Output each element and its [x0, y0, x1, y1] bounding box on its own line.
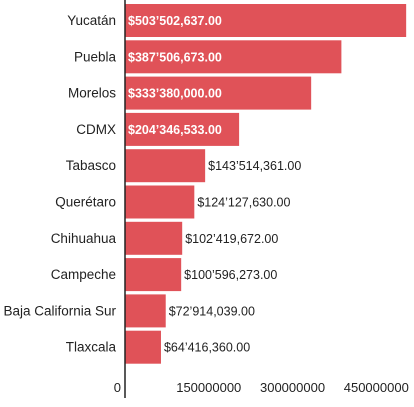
x-tick-label: 450000000	[344, 380, 409, 395]
category-label: Tabasco	[66, 158, 116, 173]
data-label: $64’416,360.00	[164, 341, 250, 355]
data-label: $100’596,273.00	[184, 268, 277, 282]
category-label: Baja California Sur	[3, 303, 116, 318]
category-label: Morelos	[68, 86, 116, 101]
data-label: $503’502,637.00	[128, 14, 222, 28]
bar	[125, 258, 182, 292]
data-label: $72’914,039.00	[169, 304, 255, 318]
category-label: Chihuahua	[51, 231, 117, 246]
bar	[125, 149, 206, 183]
bar	[125, 4, 407, 37]
data-label: $204’346,533.00	[128, 123, 222, 137]
category-label: Yucatán	[67, 13, 116, 28]
bar	[125, 112, 240, 146]
x-tick-label: 300000000	[260, 380, 325, 395]
data-label: $124’127,630.00	[197, 196, 290, 210]
data-label: $333’380,000.00	[128, 87, 222, 101]
category-label: Tlaxcala	[66, 340, 117, 355]
bar	[125, 294, 166, 328]
bar	[125, 330, 161, 364]
category-label: Campeche	[51, 267, 116, 282]
data-label: $102’419,672.00	[185, 232, 278, 246]
bar	[125, 221, 183, 255]
data-label: $387’506,673.00	[128, 50, 222, 64]
bar	[125, 40, 342, 74]
category-label: Puebla	[74, 49, 117, 64]
x-tick-label: 150000000	[176, 380, 241, 395]
x-tick-label: 0	[114, 380, 121, 395]
bar	[125, 76, 312, 110]
data-label: $143’514,361.00	[208, 159, 301, 173]
category-label: Querétaro	[55, 195, 116, 210]
bar	[125, 185, 195, 219]
category-label: CDMX	[76, 122, 116, 137]
